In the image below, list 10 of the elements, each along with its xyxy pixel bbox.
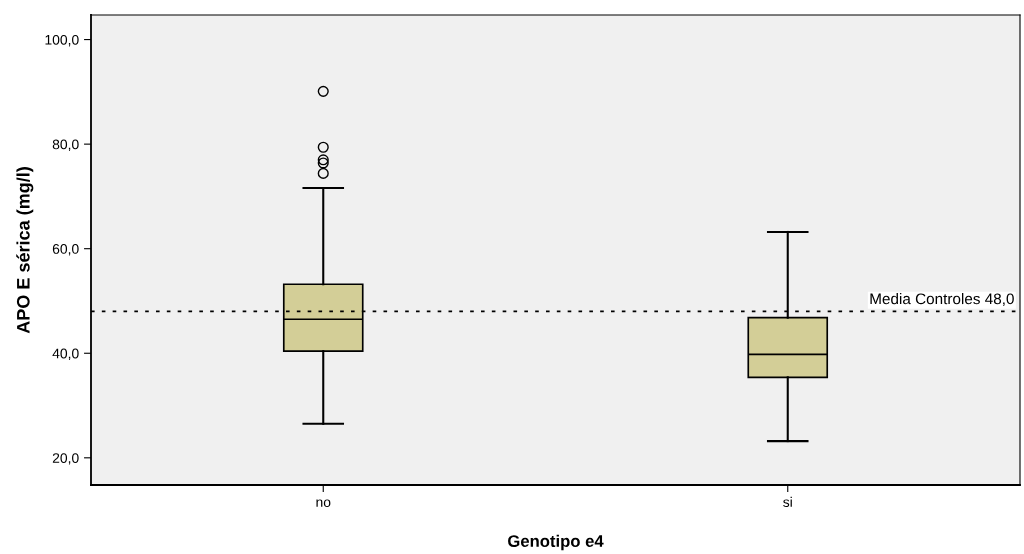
y-tick-label: 80,0 (52, 139, 79, 151)
y-axis-title: APO E sérica (mg/l) (16, 167, 34, 334)
x-tick-label: si (783, 496, 792, 508)
y-tick-label: 20,0 (52, 453, 79, 465)
x-tick-label: no (316, 499, 331, 508)
x-axis-title: Genotipo e4 (508, 534, 604, 551)
y-tick-label: 100,0 (45, 34, 79, 47)
y-tick-label: 40,0 (52, 348, 79, 361)
ref-line-label: Media Controles 48,0 (870, 293, 1014, 307)
y-tick-label: 60,0 (52, 244, 79, 256)
